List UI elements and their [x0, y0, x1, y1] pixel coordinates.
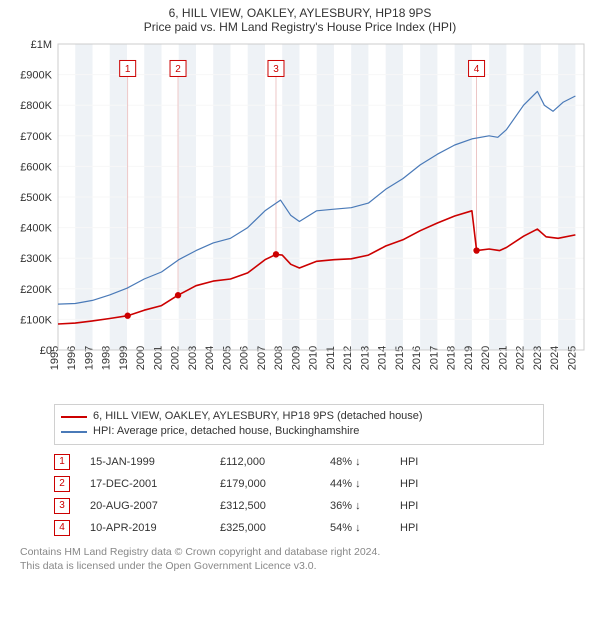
attribution: Contains HM Land Registry data © Crown c…: [20, 545, 590, 573]
tx-price: £112,000: [220, 451, 330, 473]
legend: 6, HILL VIEW, OAKLEY, AYLESBURY, HP18 9P…: [54, 404, 544, 445]
legend-swatch: [61, 431, 87, 433]
legend-row: 6, HILL VIEW, OAKLEY, AYLESBURY, HP18 9P…: [61, 409, 537, 424]
svg-text:2018: 2018: [446, 346, 458, 370]
svg-text:£400K: £400K: [20, 223, 52, 235]
svg-text:£900K: £900K: [20, 70, 52, 82]
svg-text:2025: 2025: [566, 346, 578, 370]
svg-text:£1M: £1M: [31, 39, 52, 51]
svg-text:2002: 2002: [170, 346, 182, 370]
tx-date: 17-DEC-2001: [90, 473, 220, 495]
svg-text:4: 4: [474, 64, 480, 75]
svg-text:£100K: £100K: [20, 314, 52, 326]
tx-date: 20-AUG-2007: [90, 495, 220, 517]
tx-date: 10-APR-2019: [90, 517, 220, 539]
svg-text:2001: 2001: [152, 346, 164, 370]
tx-hpi: HPI: [400, 473, 418, 495]
tx-pct: 36% ↓: [330, 495, 400, 517]
tx-hpi: HPI: [400, 495, 418, 517]
tx-hpi: HPI: [400, 517, 418, 539]
svg-text:2000: 2000: [135, 346, 147, 370]
tx-price: £179,000: [220, 473, 330, 495]
svg-text:1998: 1998: [101, 346, 113, 370]
chart-area: £0£100K£200K£300K£400K£500K£600K£700K£80…: [10, 38, 590, 398]
svg-text:2008: 2008: [273, 346, 285, 370]
svg-text:£700K: £700K: [20, 131, 52, 143]
title-subtitle: Price paid vs. HM Land Registry's House …: [10, 20, 590, 34]
tx-marker: 2: [54, 476, 70, 492]
svg-text:2009: 2009: [290, 346, 302, 370]
svg-text:3: 3: [273, 64, 279, 75]
legend-swatch: [61, 416, 87, 418]
svg-text:2005: 2005: [221, 346, 233, 370]
svg-text:2021: 2021: [497, 346, 509, 370]
svg-text:2003: 2003: [187, 346, 199, 370]
transactions-table: 115-JAN-1999£112,00048% ↓HPI217-DEC-2001…: [54, 451, 418, 539]
svg-text:2023: 2023: [532, 346, 544, 370]
tx-price: £312,500: [220, 495, 330, 517]
tx-marker: 4: [54, 520, 70, 536]
tx-marker: 3: [54, 498, 70, 514]
svg-text:2015: 2015: [394, 346, 406, 370]
svg-text:2017: 2017: [428, 346, 440, 370]
table-row: 2 17-DEC-2001£179,00044% ↓HPI: [54, 473, 418, 495]
attribution-line-1: Contains HM Land Registry data © Crown c…: [20, 545, 590, 559]
svg-text:1996: 1996: [66, 346, 78, 370]
price-chart-svg: £0£100K£200K£300K£400K£500K£600K£700K£80…: [10, 38, 590, 398]
chart-container: 6, HILL VIEW, OAKLEY, AYLESBURY, HP18 9P…: [0, 0, 600, 577]
svg-text:2012: 2012: [342, 346, 354, 370]
title-address: 6, HILL VIEW, OAKLEY, AYLESBURY, HP18 9P…: [10, 6, 590, 20]
svg-text:£300K: £300K: [20, 253, 52, 265]
tx-price: £325,000: [220, 517, 330, 539]
svg-text:2006: 2006: [239, 346, 251, 370]
svg-text:1999: 1999: [118, 346, 130, 370]
svg-text:2024: 2024: [549, 346, 561, 370]
svg-text:£200K: £200K: [20, 284, 52, 296]
tx-pct: 44% ↓: [330, 473, 400, 495]
svg-text:2013: 2013: [359, 346, 371, 370]
svg-text:£500K: £500K: [20, 192, 52, 204]
legend-row: HPI: Average price, detached house, Buck…: [61, 424, 537, 439]
svg-text:£600K: £600K: [20, 161, 52, 173]
legend-label: 6, HILL VIEW, OAKLEY, AYLESBURY, HP18 9P…: [93, 409, 423, 424]
tx-pct: 48% ↓: [330, 451, 400, 473]
table-row: 1 15-JAN-1999£112,00048% ↓HPI: [54, 451, 418, 473]
svg-text:£800K: £800K: [20, 100, 52, 112]
svg-text:2014: 2014: [377, 346, 389, 370]
svg-text:2007: 2007: [256, 346, 268, 370]
title-block: 6, HILL VIEW, OAKLEY, AYLESBURY, HP18 9P…: [10, 6, 590, 34]
svg-text:2020: 2020: [480, 346, 492, 370]
tx-date: 15-JAN-1999: [90, 451, 220, 473]
tx-marker: 1: [54, 454, 70, 470]
table-row: 3 20-AUG-2007£312,50036% ↓HPI: [54, 495, 418, 517]
table-row: 4 10-APR-2019£325,00054% ↓HPI: [54, 517, 418, 539]
svg-text:1: 1: [125, 64, 131, 75]
svg-text:2022: 2022: [515, 346, 527, 370]
attribution-line-2: This data is licensed under the Open Gov…: [20, 559, 590, 573]
svg-text:1997: 1997: [83, 346, 95, 370]
tx-hpi: HPI: [400, 451, 418, 473]
legend-label: HPI: Average price, detached house, Buck…: [93, 424, 359, 439]
svg-text:2019: 2019: [463, 346, 475, 370]
svg-text:2010: 2010: [308, 346, 320, 370]
tx-pct: 54% ↓: [330, 517, 400, 539]
svg-text:2: 2: [175, 64, 181, 75]
svg-text:2016: 2016: [411, 346, 423, 370]
svg-text:1995: 1995: [49, 346, 61, 370]
svg-text:2004: 2004: [204, 346, 216, 370]
